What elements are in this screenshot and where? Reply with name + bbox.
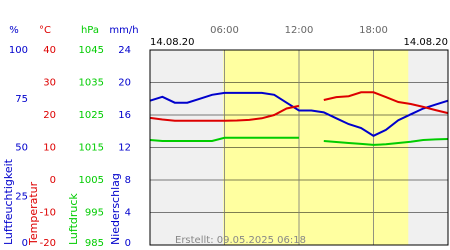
x-tick-label: 12:00 [285,25,314,36]
y-tick-label: 50 [15,143,28,154]
axis-label: Niederschlag [109,173,122,245]
date-left: 14.08.20 [150,37,195,48]
y-tick-label: 0 [22,238,28,249]
y-tick-label: 24 [118,45,131,56]
y-tick-label: 12 [118,143,131,154]
axis-label: Luftfeuchtigkeit [2,158,15,245]
plot-border [149,49,449,246]
axis-unit: mm/h [109,25,138,36]
footer: Erstellt: 09.05.2025 06:18 [175,235,306,246]
y-tick-label: 20 [43,110,56,121]
y-tick-label: 0 [50,175,56,186]
y-tick-label: 10 [43,143,56,154]
y-tick-label: 100 [9,45,28,56]
y-tick-label: -10 [40,208,56,219]
y-tick-label: -20 [40,238,56,249]
y-tick-label: 30 [43,78,56,89]
y-tick-label: 1045 [79,45,104,56]
y-tick-label: 16 [118,110,131,121]
y-tick-label: 20 [118,78,131,89]
y-tick-label: 1005 [79,175,104,186]
line-series [149,91,449,137]
y-tick-label: 1015 [79,143,104,154]
axis-unit: °C [39,25,51,36]
y-tick-label: 1025 [79,110,104,121]
axis-label: Temperatur [27,181,40,246]
x-tick-label: 06:00 [210,25,239,36]
axis-label: Luftdruck [67,193,80,245]
y-tick-label: 1035 [79,78,104,89]
y-tick-label: 4 [125,208,131,219]
axis-unit: % [9,25,19,36]
y-tick-label: 0 [125,238,131,249]
axis-unit: hPa [81,25,99,36]
y-tick-label: 40 [43,45,56,56]
date-right: 14.08.20 [403,37,448,48]
y-tick-label: 985 [85,238,104,249]
line-series [149,136,449,146]
line-series [149,91,449,122]
y-tick-label: 995 [85,208,104,219]
y-tick-label: 75 [15,94,28,105]
y-tick-label: 25 [15,191,28,202]
x-tick-label: 18:00 [359,25,388,36]
y-tick-label: 8 [125,175,131,186]
